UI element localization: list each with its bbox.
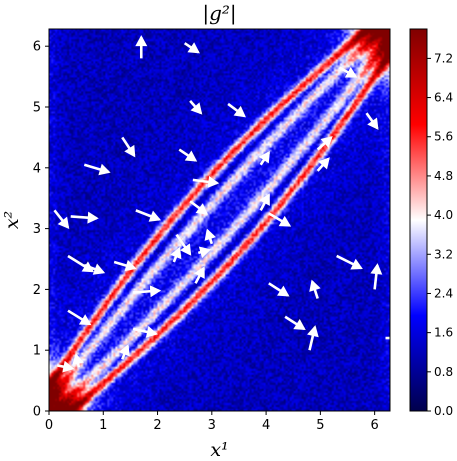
quiver-arrow — [197, 246, 212, 259]
colorbar-tick-label: 4.0 — [434, 208, 453, 222]
quiver-arrows — [53, 35, 390, 373]
quiver-arrow — [307, 325, 319, 351]
chart-title: |g²| — [202, 1, 236, 26]
quiver-arrow — [56, 360, 75, 373]
y-tick-label: 0 — [33, 405, 41, 420]
quiver-arrow — [259, 193, 270, 211]
quiver-arrow — [370, 263, 383, 290]
y-axis: 0 1 2 3 4 5 6 — [33, 40, 49, 420]
x-tick-label: 2 — [153, 418, 161, 433]
quiver-arrow — [53, 209, 70, 229]
quiver-arrow — [170, 246, 182, 263]
quiver-arrow — [67, 309, 92, 326]
quiver-arrow — [135, 209, 162, 222]
quiver-arrow — [194, 266, 205, 284]
quiver-arrow — [72, 353, 84, 368]
y-axis-label: x² — [1, 211, 23, 229]
quiver-arrow — [178, 148, 198, 162]
x-tick-label: 1 — [99, 418, 107, 433]
quiver-arrow — [204, 228, 216, 245]
quiver-arrow — [132, 326, 158, 338]
quiver-arrow — [183, 42, 200, 54]
colorbar-tick-label: 7.2 — [434, 51, 453, 65]
colorbar-tick-label: 1.6 — [434, 326, 453, 340]
quiver-arrow — [175, 233, 192, 256]
quiver-arrow — [316, 136, 333, 151]
colorbar — [409, 28, 428, 412]
quiver-arrow — [189, 100, 203, 115]
colorbar-tick-label: 6.4 — [434, 91, 453, 105]
colorbar-tick-label: 0.8 — [434, 365, 453, 379]
x-tick-label: 5 — [316, 418, 324, 433]
x-tick-label: 0 — [45, 418, 53, 433]
colorbar-tick-label: 5.6 — [434, 130, 453, 144]
quiver-arrow — [258, 150, 270, 166]
y-tick-label: 3 — [33, 222, 41, 237]
quiver-arrow — [336, 254, 363, 270]
quiver-arrow — [135, 35, 148, 59]
quiver-arrow — [113, 259, 137, 272]
heatmap-plot-area — [49, 29, 390, 411]
quiver-arrow — [83, 163, 111, 176]
y-tick-label: 4 — [33, 161, 41, 176]
y-tick-label: 6 — [33, 40, 41, 55]
x-tick-label: 6 — [371, 418, 379, 433]
quiver-arrow — [189, 200, 208, 215]
quiver-arrow — [192, 175, 220, 188]
plot-frame — [48, 28, 391, 412]
quiver-arrow — [121, 136, 136, 158]
quiver-arrow — [385, 336, 390, 340]
quiver-arrow — [316, 157, 330, 172]
quiver-arrow — [284, 315, 306, 331]
x-tick-label: 3 — [208, 418, 216, 433]
colorbar-tick-label: 3.2 — [434, 247, 453, 261]
quiver-arrow — [83, 263, 106, 275]
quiver-arrow — [268, 212, 292, 227]
x-tick-label: 4 — [262, 418, 270, 433]
quiver-arrow — [338, 66, 358, 78]
quiver-arrow — [70, 211, 99, 224]
x-axis-label: x¹ — [210, 439, 228, 461]
colorbar-tick-label: 4.8 — [434, 169, 453, 183]
quiver-arrow — [268, 282, 290, 297]
quiver-arrow — [365, 112, 379, 130]
quiver-arrow — [309, 279, 321, 299]
x-axis: 0 1 2 3 4 5 6 — [45, 411, 379, 433]
quiver-arrow — [133, 285, 162, 298]
colorbar-tick-label: 0.0 — [434, 404, 453, 418]
quiver-arrow — [118, 344, 130, 360]
colorbar-axis: 0.0 0.8 1.6 2.4 3.2 4.0 4.8 5.6 6.4 7.2 — [427, 51, 453, 418]
y-tick-label: 1 — [33, 344, 41, 359]
y-tick-label: 5 — [33, 101, 41, 116]
y-tick-label: 2 — [33, 283, 41, 298]
colorbar-tick-label: 2.4 — [434, 286, 453, 300]
heatmap-image — [49, 29, 390, 411]
quiver-arrow — [227, 102, 246, 118]
